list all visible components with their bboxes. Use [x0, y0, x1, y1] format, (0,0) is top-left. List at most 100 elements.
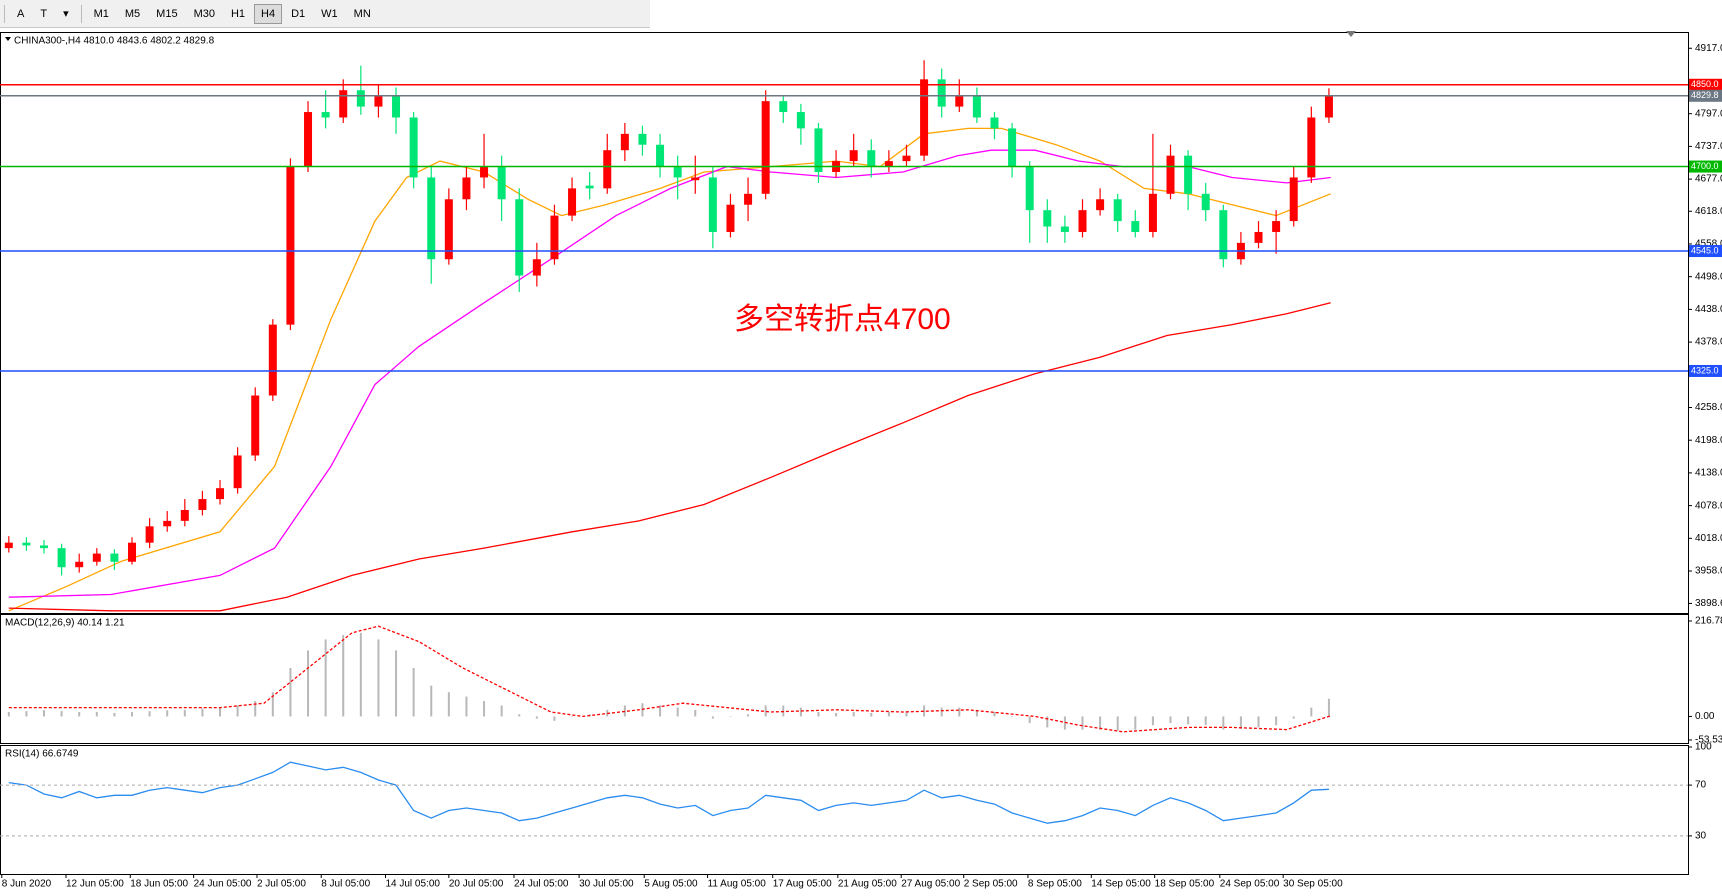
macd-bar: [1169, 716, 1172, 724]
candle-body: [620, 133, 629, 151]
level-label-box: [1689, 245, 1722, 258]
candle-body: [726, 204, 735, 232]
x-tick-label: 8 Jul 05:00: [321, 879, 370, 890]
candle-body: [638, 133, 647, 145]
indicator-line: [8, 127, 1331, 612]
macd-bar: [430, 685, 433, 717]
macd-bar: [1292, 716, 1295, 719]
candle-body: [22, 542, 31, 546]
timeframe-button[interactable]: M15: [156, 7, 178, 20]
timeframe-button[interactable]: M1: [93, 7, 109, 20]
candle-body: [796, 112, 805, 129]
x-tick-label: 21 Aug 05:00: [838, 879, 897, 890]
candle-body: [4, 542, 13, 549]
candle-body: [585, 185, 594, 189]
y-tick-label: 4797.0: [1695, 108, 1722, 119]
candle-body: [1289, 177, 1298, 222]
level-label: 4700.0: [1691, 161, 1719, 171]
candle-body: [761, 101, 770, 194]
macd-bar: [958, 707, 961, 717]
y-tick-label: -53.53: [1695, 735, 1722, 746]
separator: [80, 4, 82, 23]
candle-body: [568, 188, 577, 216]
candle-body: [779, 101, 788, 113]
candle-body: [75, 561, 84, 568]
macd-bar: [342, 634, 345, 717]
candle-body: [603, 150, 612, 189]
candle-body: [708, 177, 717, 232]
tool-button[interactable]: T: [40, 7, 48, 20]
macd-bar: [359, 632, 362, 717]
candle-body: [462, 177, 471, 200]
y-tick-label: 4498.0: [1695, 271, 1722, 282]
candle-body: [251, 395, 260, 456]
macd-bar: [166, 710, 169, 717]
chart: CHINA300-,H4 4810.0 4843.6 4802.2 4829.8…: [0, 31, 1722, 890]
timeframe-button[interactable]: M5: [124, 7, 141, 20]
macd-bar: [95, 712, 98, 717]
macd-bar: [148, 711, 151, 717]
timeframe-button[interactable]: D1: [291, 7, 306, 20]
macd-bar: [183, 709, 186, 717]
candle-body: [920, 79, 929, 156]
candle-body: [691, 177, 700, 181]
y-tick-label: 4438.0: [1695, 304, 1722, 315]
macd-bar: [1204, 716, 1207, 726]
candle-body: [515, 199, 524, 276]
timeframe-button[interactable]: MN: [353, 7, 371, 20]
macd-bar: [412, 668, 415, 717]
panel-title: CHINA300-,H4 4810.0 4843.6 4802.2 4829.8: [14, 36, 215, 47]
panel-title: MACD(12,26,9) 40.14 1.21: [5, 618, 125, 629]
macd-bar: [852, 712, 855, 717]
candle-body: [1043, 210, 1052, 227]
x-tick-label: 17 Aug 05:00: [773, 879, 832, 890]
candle-body: [110, 553, 119, 562]
timeframe-button[interactable]: W1: [321, 7, 338, 20]
macd-bar: [25, 711, 28, 717]
macd-bar: [1046, 716, 1049, 728]
timeframe-button[interactable]: H4: [254, 3, 283, 24]
draw-tool-button[interactable]: ▾: [63, 8, 69, 20]
x-tick-label: 27 Aug 05:00: [901, 879, 960, 890]
candle-body: [40, 545, 49, 549]
candle-body: [497, 166, 506, 200]
y-tick-label: 3958.0: [1695, 566, 1722, 577]
macd-bar: [324, 639, 327, 717]
x-tick-label: 12 Jun 05:00: [66, 879, 124, 890]
timeframe-button[interactable]: H1: [230, 7, 246, 20]
level-label-box: [1689, 78, 1722, 91]
timeframe-button[interactable]: M30: [193, 7, 215, 20]
tool-button[interactable]: A: [17, 7, 25, 20]
candle-body: [1184, 155, 1193, 194]
indicator-line: [8, 625, 1331, 733]
x-tick-label: 5 Aug 05:00: [644, 879, 698, 890]
x-tick-label: 30 Jul 05:00: [579, 879, 634, 890]
y-tick-label: 216.78: [1695, 616, 1722, 627]
candle-body: [427, 177, 436, 260]
toolbar: A T ▾ M1 M5 M15 M30 H1 H4 D1 W1 MN: [0, 0, 650, 28]
y-tick-label: 100: [1695, 742, 1712, 753]
indicator-line: [8, 302, 1331, 612]
candle-body: [937, 79, 946, 107]
x-tick-label: 8 Jun 2020: [2, 879, 52, 890]
candle-body: [268, 324, 277, 396]
macd-bar: [535, 716, 538, 719]
macd-bar: [694, 709, 697, 717]
candle-body: [1096, 199, 1105, 211]
macd-bar: [60, 711, 63, 717]
candle-body: [884, 161, 893, 167]
macd-bar: [1239, 716, 1242, 729]
x-tick-label: 30 Sep 05:00: [1283, 879, 1343, 890]
macd-bar: [782, 705, 785, 717]
macd-bar: [1310, 707, 1313, 717]
macd-bar: [500, 705, 503, 717]
macd-bar: [518, 714, 521, 717]
candle-body: [1131, 221, 1140, 232]
macd-bar: [799, 707, 802, 717]
macd-bar: [1327, 698, 1330, 717]
candle-body: [128, 542, 137, 562]
macd-bar: [905, 711, 908, 717]
candle-body: [849, 150, 858, 162]
y-tick-label: 4198.0: [1695, 435, 1722, 446]
